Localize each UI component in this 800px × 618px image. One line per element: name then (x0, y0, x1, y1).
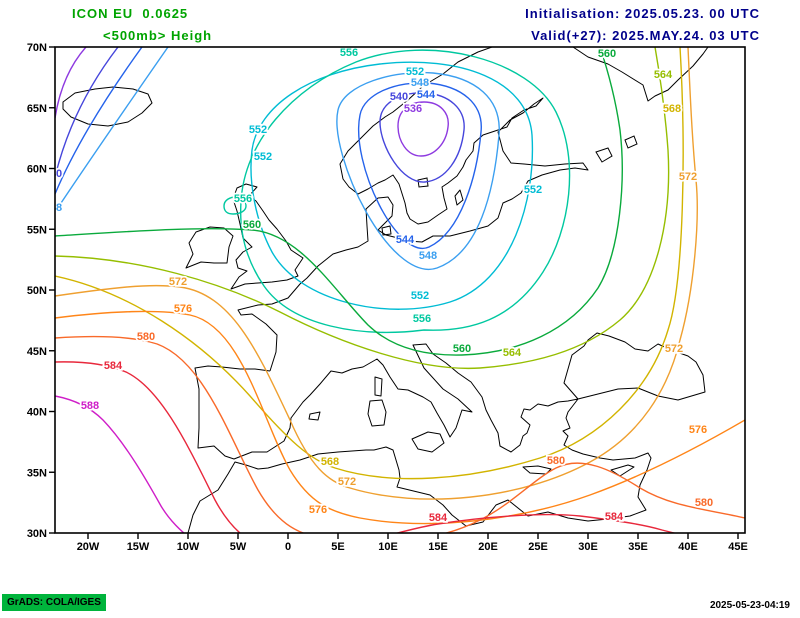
coastline-ireland (185, 226, 234, 269)
coastline-scandinavia-baltic (237, 47, 589, 372)
lon-tick-label: 30E (578, 541, 598, 553)
coastline-iberia-med-blacksea (187, 332, 706, 533)
lat-tick-label: 55N (27, 224, 47, 236)
lat-tick-label: 35N (27, 467, 47, 479)
contour-label-576: 576 (689, 424, 707, 436)
lat-tick-label: 40N (27, 407, 47, 419)
contour-544 (358, 82, 482, 250)
lon-tick-label: 10E (378, 541, 398, 553)
map-frame (54, 46, 746, 534)
contour-556 (239, 49, 571, 334)
lon-tick-label: 5W (230, 541, 247, 553)
contour-548-nw (55, 47, 169, 213)
contour-label-556: 556 (234, 193, 252, 205)
lat-tick-label: 30N (27, 528, 47, 540)
contour-label-560: 560 (598, 48, 616, 60)
model-title: ICON EU 0.0625 (72, 6, 189, 21)
contour-label-552: 552 (254, 151, 272, 163)
contour-label-544: 544 (396, 234, 415, 246)
lat-tick-label: 65N (27, 103, 47, 115)
contour-564 (55, 47, 670, 370)
contour-label-540: 540 (44, 168, 62, 180)
contour-label-584: 584 (429, 512, 448, 524)
contour-label-572: 572 (679, 171, 697, 183)
contour-label-580: 580 (695, 497, 713, 509)
contour-label-572: 572 (169, 276, 187, 288)
lon-tick-label: 20W (77, 541, 100, 553)
contour-label-544: 544 (417, 89, 436, 101)
contour-label-548: 548 (419, 250, 437, 262)
lakes (417, 135, 638, 188)
coastline-iceland (62, 86, 153, 127)
contour-568 (55, 47, 684, 480)
contour-556-minor (223, 196, 247, 215)
contour-label-536: 536 (404, 103, 422, 115)
contour-label-564: 564 (503, 347, 522, 359)
lon-tick-label: 20E (478, 541, 498, 553)
contour-580 (55, 335, 745, 533)
contour-label-568: 568 (663, 103, 681, 115)
lon-tick-label: 25E (528, 541, 548, 553)
contour-label-572: 572 (665, 343, 683, 355)
contour-540-nw (55, 47, 119, 178)
contour-label-584: 584 (605, 511, 624, 523)
contour-548 (336, 71, 500, 271)
contour-560 (55, 47, 623, 356)
lon-tick-label: 15W (127, 541, 150, 553)
contour-label-580: 580 (137, 331, 155, 343)
grads-stamp: GrADS: COLA/IGES (2, 594, 106, 611)
lon-tick-label: 40E (678, 541, 698, 553)
field-title: <500mb> Heigh (103, 28, 213, 43)
lat-tick-label: 45N (27, 346, 47, 358)
contour-label-564: 564 (654, 69, 673, 81)
contour-572 (55, 47, 698, 500)
contour-label-576: 576 (174, 303, 192, 315)
axis-labels: 70N 65N 60N 55N 50N 45N 40N 35N 30N 20W 15W 10W 5W 0 5… (27, 42, 748, 553)
contour-label-560: 560 (243, 219, 261, 231)
contour-label-540: 540 (390, 91, 408, 103)
contour-lines (55, 47, 745, 533)
lon-tick-label: 0 (285, 541, 291, 553)
contour-label-552: 552 (524, 184, 542, 196)
contour-label-576: 576 (309, 504, 327, 516)
contour-label-548: 548 (44, 202, 62, 214)
contour-label-552: 552 (406, 66, 424, 78)
contour-label-568: 568 (321, 456, 339, 468)
contour-label-580: 580 (547, 455, 565, 467)
lon-tick-label: 45E (728, 541, 748, 553)
contour-label-552: 552 (411, 290, 429, 302)
generation-timestamp: 2025-05-23-04:19 (709, 600, 790, 611)
valid-time: Valid(+27): 2025.MAY.24. 03 UTC (531, 28, 760, 43)
coastline-islands (308, 189, 635, 477)
contour-540 (379, 92, 465, 183)
coastlines (62, 47, 709, 533)
contour-label-560: 560 (453, 343, 471, 355)
lon-tick-label: 5E (331, 541, 344, 553)
init-time: Initialisation: 2025.05.23. 00 UTC (525, 6, 760, 21)
contour-label-588: 588 (81, 400, 99, 412)
lat-tick-label: 50N (27, 285, 47, 297)
contour-544-nw (55, 47, 143, 195)
contour-label-548: 548 (411, 77, 429, 89)
contour-588 (55, 395, 185, 533)
contour-584 (55, 361, 678, 533)
contour-536 (397, 101, 449, 157)
contour-label-556: 556 (340, 47, 358, 59)
contour-label-584: 584 (104, 360, 123, 372)
lat-tick-label: 70N (27, 42, 47, 54)
contour-552 (250, 61, 534, 310)
contour-label-552: 552 (249, 124, 267, 136)
lat-tick-label: 60N (27, 164, 47, 176)
contour-label-572: 572 (338, 476, 356, 488)
contour-576 (55, 310, 745, 525)
contour-536-nw (55, 47, 87, 119)
lon-tick-label: 15E (428, 541, 448, 553)
lon-tick-label: 10W (177, 541, 200, 553)
lon-tick-label: 35E (628, 541, 648, 553)
contour-label-556: 556 (413, 313, 431, 325)
